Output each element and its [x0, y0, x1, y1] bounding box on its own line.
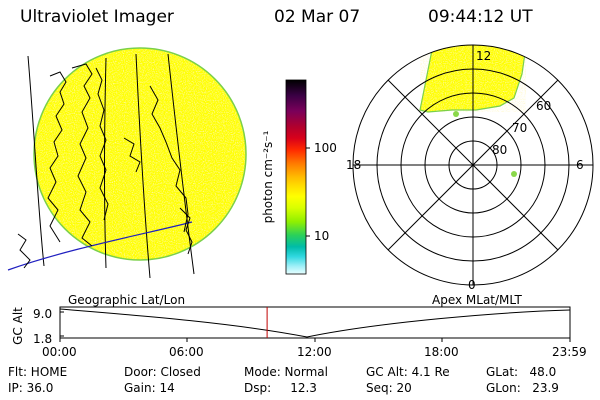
timeline-ticks — [59, 311, 571, 342]
uv-speckle — [34, 48, 246, 260]
polar-diagonal-2 — [387, 79, 559, 251]
timeline-tick-2359: 23:59 — [552, 345, 587, 359]
mlt-label-18: 18 — [346, 158, 361, 172]
timeline-right-label: Apex MLat/MLT — [432, 293, 522, 307]
colorbar: photon cm⁻²s⁻¹ — [262, 79, 310, 275]
colorbar-gradient — [285, 79, 307, 275]
timeline-plot: GC Alt 9.0 1.8 — [11, 306, 571, 346]
aurora-blob — [453, 111, 459, 117]
disk-limb — [33, 47, 247, 261]
info-door: Door: Closed — [124, 365, 201, 379]
observation-date: 02 Mar 07 — [274, 7, 361, 27]
mlt-label-6: 6 — [576, 158, 584, 172]
colorbar-label-10: 10 — [314, 229, 330, 243]
mlat-label-70: 70 — [512, 121, 527, 135]
colorbar-label-100: 100 — [314, 141, 337, 155]
earth-disk-image — [7, 47, 247, 279]
polar-grid — [352, 44, 594, 286]
timeline-tick-1200: 12:00 — [297, 345, 332, 359]
timeline-left-label: Geographic Lat/Lon — [68, 293, 186, 307]
terminator-line — [7, 221, 193, 271]
info-mode: Mode: Normal — [244, 365, 328, 379]
colorbar-unit-label: photon cm⁻²s⁻¹ — [262, 130, 275, 223]
polar-mlt-plot: 12 18 6 0 60 70 80 — [346, 44, 594, 292]
altitude-curve — [59, 308, 571, 338]
timeline-frame — [59, 306, 571, 339]
timeline-tick-0600: 06:00 — [169, 345, 204, 359]
info-dsp: Dsp: 12.3 — [244, 381, 317, 395]
info-glon: GLon: 23.9 — [486, 381, 559, 395]
instrument-title: Ultraviolet Imager — [20, 7, 174, 27]
mlt-label-12: 12 — [476, 49, 491, 63]
timeline-tick-0000: 00:00 — [42, 345, 77, 359]
info-ip: IP: 36.0 — [8, 381, 54, 395]
mlat-label-60: 60 — [536, 99, 551, 113]
timeline-tick-1800: 18:00 — [424, 345, 459, 359]
mlt-label-0: 0 — [468, 278, 476, 292]
meridian-lines — [27, 53, 195, 279]
info-glat: GLat: 48.0 — [486, 365, 557, 379]
timeline-y-top: 9.0 — [33, 307, 52, 321]
info-gain: Gain: 14 — [124, 381, 175, 395]
mlat-label-80: 80 — [492, 143, 507, 157]
info-seq: Seq: 20 — [366, 381, 412, 395]
aurora-outline — [419, 45, 527, 113]
info-gc-alt: GC Alt: 4.1 Re — [366, 365, 450, 379]
info-flight: Flt: HOME — [8, 365, 68, 379]
coastline-outlines — [17, 63, 193, 269]
observation-time: 09:44:12 UT — [428, 7, 533, 27]
aurora-spot — [511, 171, 517, 177]
timeline-axis-label: GC Alt — [11, 307, 25, 345]
timeline-y-bottom: 1.8 — [33, 332, 52, 346]
